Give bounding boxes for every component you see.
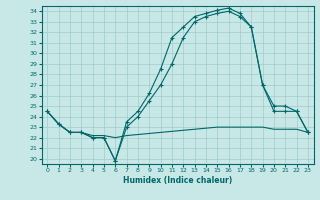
X-axis label: Humidex (Indice chaleur): Humidex (Indice chaleur) — [123, 176, 232, 185]
